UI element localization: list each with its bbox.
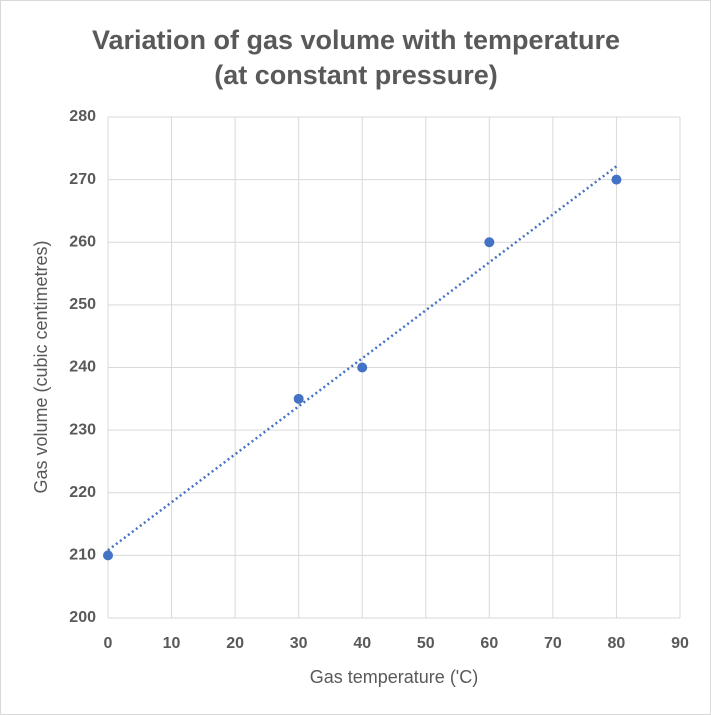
data-point <box>293 393 304 404</box>
y-tick-label: 270 <box>69 171 96 188</box>
x-tick-label: 10 <box>163 635 181 652</box>
y-tick-label: 240 <box>69 359 96 376</box>
x-tick-label: 30 <box>290 635 308 652</box>
chart-title: Variation of gas volume with temperature <box>92 25 620 55</box>
y-tick-label: 230 <box>69 421 96 438</box>
x-tick-label: 80 <box>608 635 626 652</box>
y-tick-label: 280 <box>69 108 96 125</box>
x-tick-label: 90 <box>671 635 689 652</box>
x-tick-label: 70 <box>544 635 562 652</box>
data-point <box>357 362 368 373</box>
x-tick-label: 20 <box>226 635 244 652</box>
y-tick-label: 250 <box>69 296 96 313</box>
y-tick-label: 210 <box>69 547 96 564</box>
x-tick-label: 0 <box>104 635 113 652</box>
data-point <box>484 237 495 248</box>
y-tick-label: 220 <box>69 484 96 501</box>
data-point <box>103 550 113 561</box>
x-axis-label: Gas temperature ('C) <box>310 667 479 687</box>
data-point <box>611 174 622 185</box>
x-tick-label: 40 <box>353 635 371 652</box>
trendline <box>107 165 618 552</box>
y-tick-label: 200 <box>69 609 96 626</box>
y-axis-label: Gas volume (cubic centimetres) <box>31 240 51 493</box>
x-tick-label: 60 <box>480 635 498 652</box>
chart-title: (at constant pressure) <box>214 60 498 90</box>
x-tick-label: 50 <box>417 635 435 652</box>
y-tick-label: 260 <box>69 233 96 250</box>
